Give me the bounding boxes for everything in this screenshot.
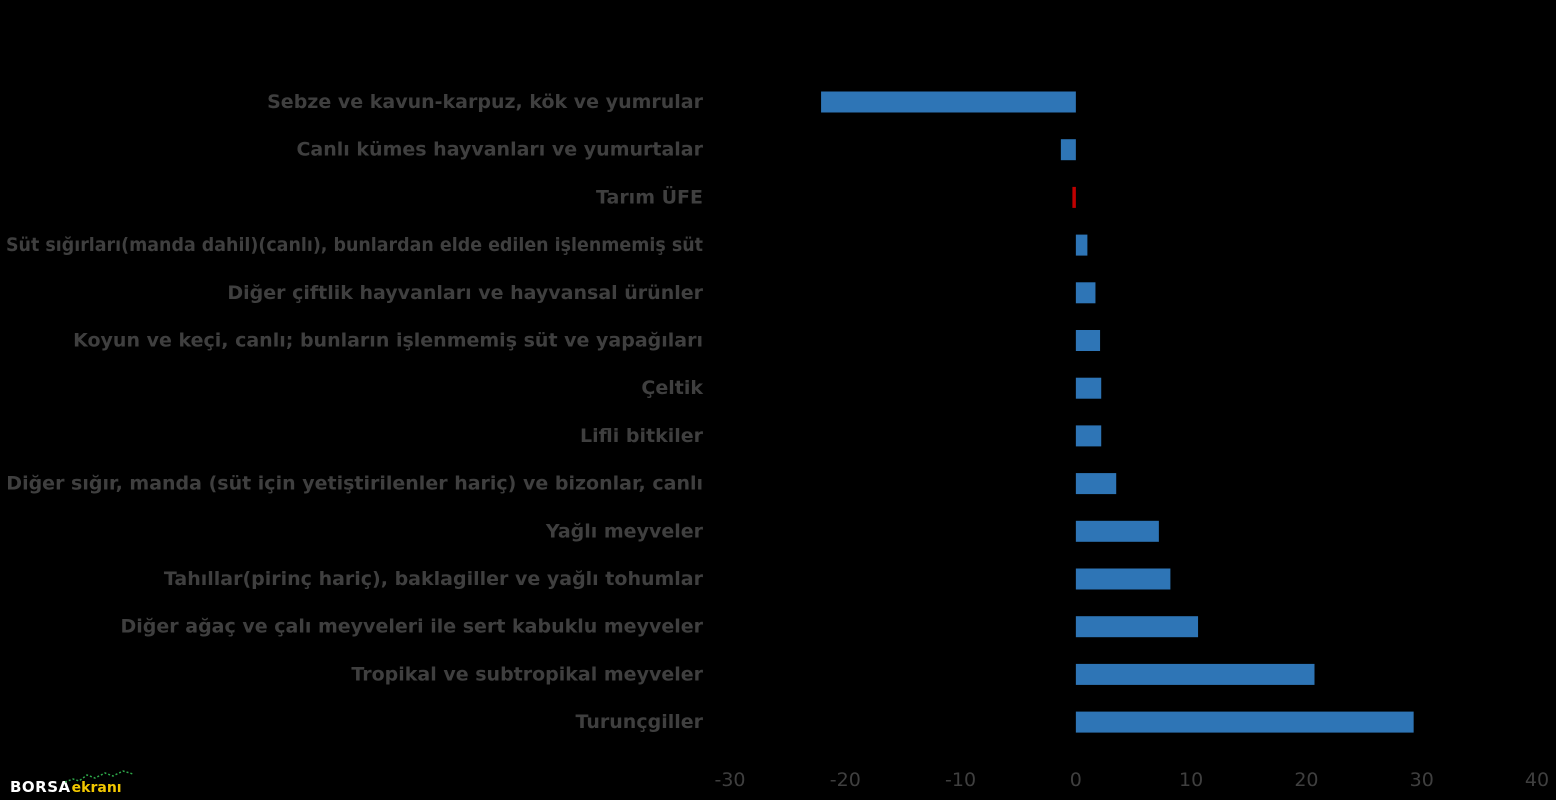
logo-text-part2: ekranı xyxy=(71,780,122,796)
x-tick-label: 10 xyxy=(1179,769,1203,791)
bar-3 xyxy=(1075,234,1088,256)
logo-text-part1: BORSA xyxy=(10,778,71,796)
x-tick-label: -10 xyxy=(945,769,976,791)
category-label: Canlı kümes hayvanları ve yumurtalar xyxy=(296,139,703,161)
category-label: Lifli bitkiler xyxy=(580,425,704,447)
bar-11 xyxy=(1075,616,1199,638)
category-label: Sebze ve kavun-karpuz, kök ve yumrular xyxy=(267,91,703,113)
category-label: Diğer ağaç ve çalı meyveleri ile sert ka… xyxy=(121,616,704,638)
bar-13 xyxy=(1075,711,1414,733)
x-tick-label: 20 xyxy=(1294,769,1318,791)
category-label: Koyun ve keçi, canlı; bunların işlenmemi… xyxy=(73,330,703,352)
x-tick-label: 30 xyxy=(1410,769,1434,791)
bar-4 xyxy=(1075,282,1096,304)
bar-1 xyxy=(1060,139,1076,161)
category-label: Tropikal ve subtropikal meyveler xyxy=(351,663,703,685)
category-labels: Sebze ve kavun-karpuz, kök ve yumrular Ca… xyxy=(6,91,704,733)
category-label: Turunçgiller xyxy=(576,711,704,733)
bar-8 xyxy=(1075,473,1117,495)
x-tick-label: -30 xyxy=(714,769,745,791)
x-tick-label: 40 xyxy=(1525,769,1549,791)
x-tick-label: 0 xyxy=(1070,769,1082,791)
bar-9 xyxy=(1075,520,1159,542)
category-label: Diğer çiftlik hayvanları ve hayvansal ür… xyxy=(227,282,703,304)
bar-0 xyxy=(821,91,1076,113)
x-tick-label: -20 xyxy=(830,769,861,791)
bar-5 xyxy=(1075,330,1101,351)
bar-10 xyxy=(1075,568,1171,590)
category-label: Diğer sığır, manda (süt için yetiştirile… xyxy=(6,473,703,495)
category-label: Tahıllar(pirinç hariç), baklagiller ve y… xyxy=(164,568,704,590)
bar-2 xyxy=(1072,186,1076,208)
category-label: Tarım ÜFE xyxy=(596,184,703,208)
borsa-ekrani-logo: BORSA ekranı xyxy=(10,770,134,796)
x-axis-ticks: -30 -20 -10 0 10 20 30 40 xyxy=(714,769,1549,791)
chart-line-icon xyxy=(65,770,134,783)
category-label: Yağlı meyveler xyxy=(545,520,704,542)
category-label: Süt sığırları(manda dahil)(canlı), bunla… xyxy=(6,234,703,256)
bar-6 xyxy=(1075,377,1102,399)
category-label: Çeltik xyxy=(641,377,703,399)
bar-7 xyxy=(1075,425,1102,447)
bar-12 xyxy=(1075,663,1315,685)
bars-layer xyxy=(821,91,1414,733)
